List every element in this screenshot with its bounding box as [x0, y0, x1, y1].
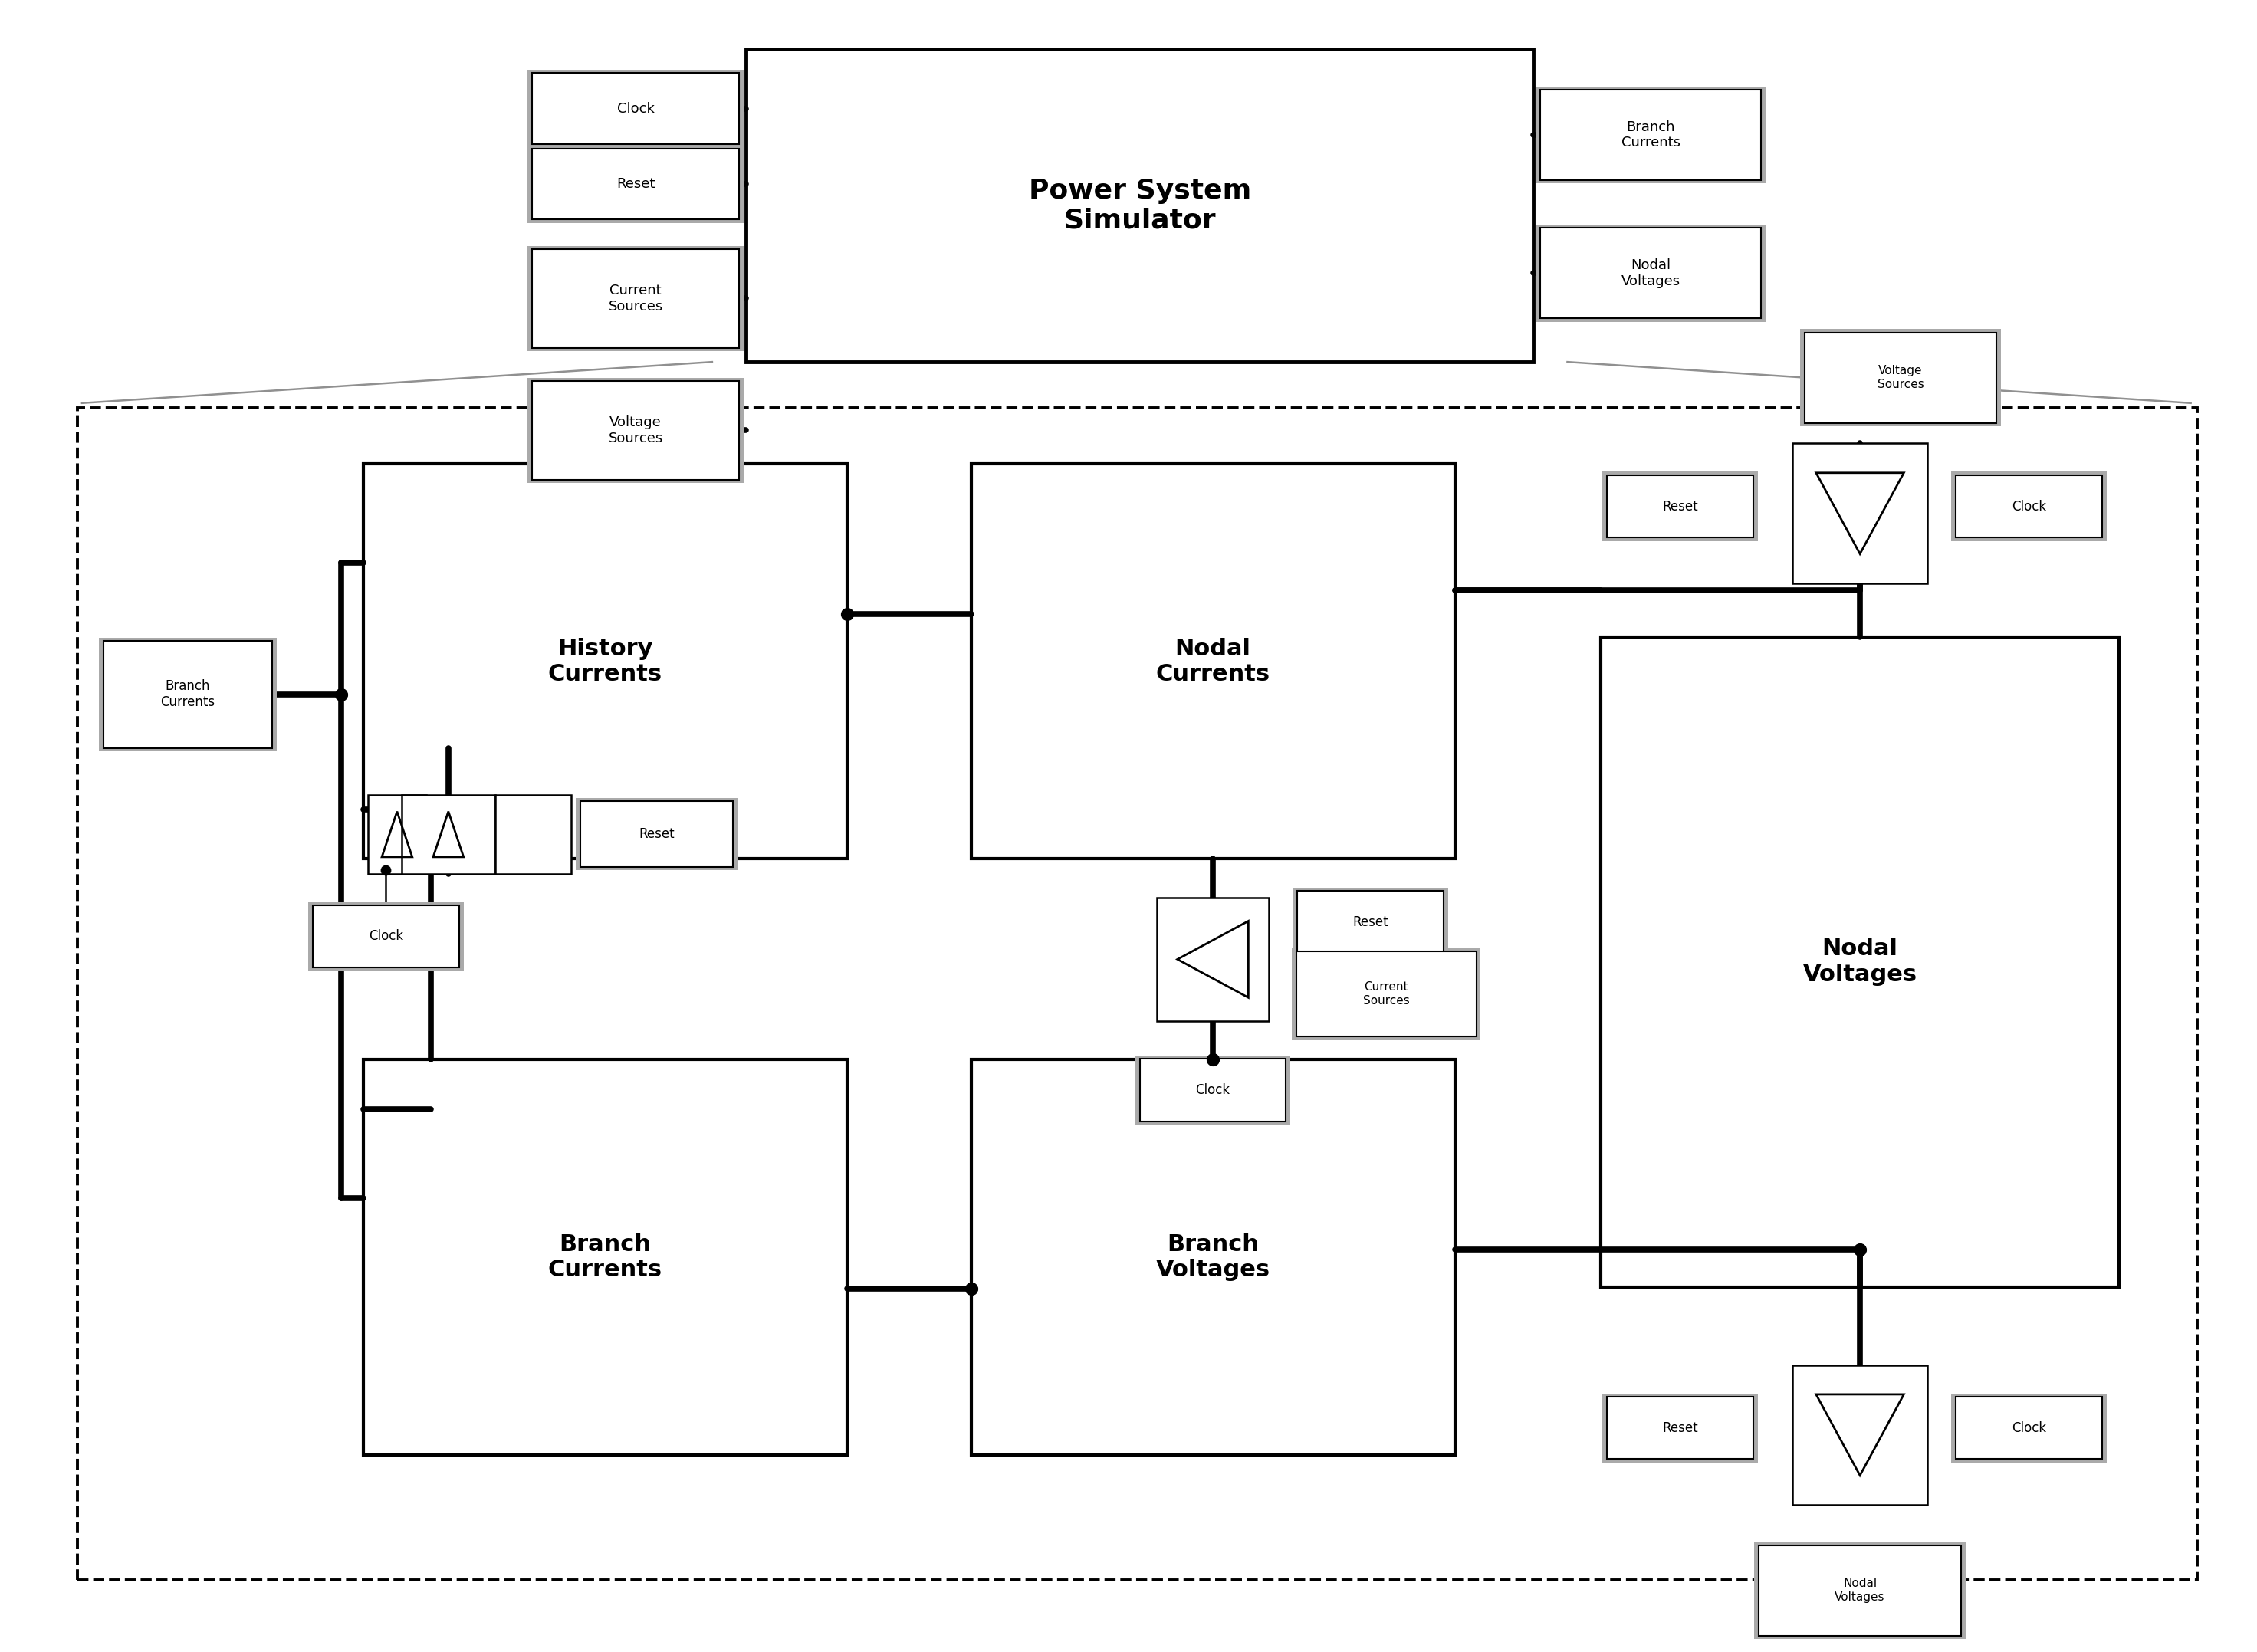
Text: Clock: Clock — [2011, 499, 2047, 514]
FancyBboxPatch shape — [1806, 332, 1995, 423]
FancyBboxPatch shape — [1607, 476, 1754, 537]
Text: Voltage
Sources: Voltage Sources — [609, 415, 664, 444]
Text: Reset: Reset — [1661, 1421, 1697, 1436]
FancyBboxPatch shape — [745, 50, 1533, 362]
FancyBboxPatch shape — [1539, 228, 1760, 319]
Text: Nodal
Voltages: Nodal Voltages — [1835, 1578, 1885, 1602]
Point — [368, 857, 404, 884]
Point — [323, 681, 359, 707]
Text: Reset: Reset — [1661, 499, 1697, 514]
FancyBboxPatch shape — [104, 641, 273, 748]
FancyBboxPatch shape — [99, 638, 278, 752]
FancyBboxPatch shape — [1291, 948, 1481, 1039]
FancyBboxPatch shape — [528, 378, 743, 482]
FancyBboxPatch shape — [1955, 1396, 2101, 1459]
Text: Clock: Clock — [616, 102, 655, 116]
FancyBboxPatch shape — [314, 905, 458, 968]
FancyBboxPatch shape — [1950, 472, 2106, 540]
Text: Clock: Clock — [1196, 1084, 1230, 1097]
Text: Clock: Clock — [2011, 1421, 2047, 1436]
Text: Nodal
Voltages: Nodal Voltages — [1621, 258, 1679, 287]
FancyBboxPatch shape — [580, 801, 734, 867]
FancyBboxPatch shape — [1298, 890, 1444, 953]
FancyBboxPatch shape — [1950, 1393, 2106, 1462]
FancyBboxPatch shape — [528, 145, 743, 223]
Text: Clock: Clock — [368, 930, 404, 943]
Text: Current
Sources: Current Sources — [609, 284, 664, 314]
FancyBboxPatch shape — [1602, 1393, 1758, 1462]
FancyBboxPatch shape — [494, 795, 571, 874]
FancyBboxPatch shape — [576, 798, 738, 871]
Text: Branch
Voltages: Branch Voltages — [1156, 1232, 1271, 1282]
Text: Nodal
Voltages: Nodal Voltages — [1803, 938, 1916, 986]
FancyBboxPatch shape — [971, 1059, 1456, 1455]
FancyBboxPatch shape — [1607, 1396, 1754, 1459]
FancyBboxPatch shape — [363, 1059, 846, 1455]
Point — [1194, 1046, 1230, 1072]
FancyBboxPatch shape — [77, 408, 2198, 1579]
Text: Voltage
Sources: Voltage Sources — [1878, 365, 1923, 390]
FancyBboxPatch shape — [1955, 476, 2101, 537]
FancyBboxPatch shape — [1758, 1545, 1961, 1635]
FancyBboxPatch shape — [533, 149, 738, 220]
FancyBboxPatch shape — [1600, 636, 2119, 1287]
Text: Branch
Currents: Branch Currents — [160, 679, 214, 709]
FancyBboxPatch shape — [1156, 897, 1268, 1021]
FancyBboxPatch shape — [309, 902, 463, 971]
FancyBboxPatch shape — [1792, 443, 1927, 583]
Text: Power System
Simulator: Power System Simulator — [1029, 177, 1250, 233]
FancyBboxPatch shape — [533, 73, 738, 144]
Text: History
Currents: History Currents — [548, 638, 661, 686]
FancyBboxPatch shape — [1140, 1059, 1286, 1122]
Text: Reset: Reset — [639, 828, 675, 841]
FancyBboxPatch shape — [363, 464, 846, 859]
FancyBboxPatch shape — [1135, 1056, 1291, 1125]
Point — [1842, 1236, 1878, 1262]
FancyBboxPatch shape — [402, 795, 494, 874]
FancyBboxPatch shape — [971, 464, 1456, 859]
FancyBboxPatch shape — [1535, 225, 1765, 322]
FancyBboxPatch shape — [528, 69, 743, 147]
Text: Current
Sources: Current Sources — [1363, 981, 1408, 1006]
Point — [952, 1275, 989, 1302]
Text: Branch
Currents: Branch Currents — [1621, 121, 1679, 150]
FancyBboxPatch shape — [1535, 86, 1765, 183]
FancyBboxPatch shape — [528, 246, 743, 352]
FancyBboxPatch shape — [1801, 329, 2000, 426]
FancyBboxPatch shape — [1293, 887, 1449, 957]
FancyBboxPatch shape — [533, 249, 738, 349]
Text: Reset: Reset — [616, 177, 655, 192]
Text: Nodal
Currents: Nodal Currents — [1156, 638, 1271, 686]
Text: Branch
Currents: Branch Currents — [548, 1232, 661, 1282]
Text: Reset: Reset — [1352, 915, 1388, 928]
FancyBboxPatch shape — [1754, 1541, 1966, 1639]
FancyBboxPatch shape — [533, 382, 738, 479]
FancyBboxPatch shape — [1296, 952, 1476, 1037]
Point — [828, 601, 864, 628]
FancyBboxPatch shape — [1792, 1365, 1927, 1505]
FancyBboxPatch shape — [368, 795, 427, 874]
FancyBboxPatch shape — [1539, 89, 1760, 180]
FancyBboxPatch shape — [1602, 472, 1758, 540]
